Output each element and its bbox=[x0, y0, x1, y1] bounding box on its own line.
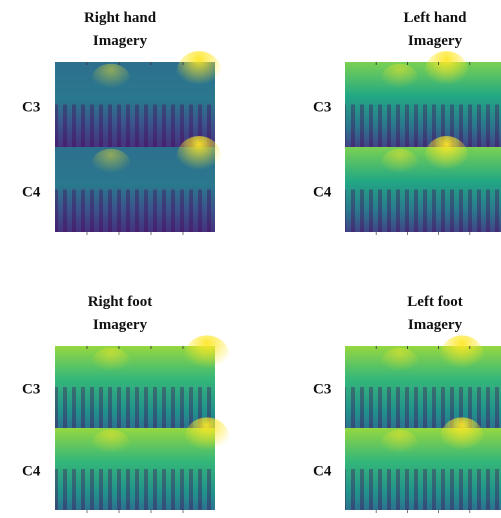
heatmap-texture bbox=[345, 189, 501, 232]
panel: Right hand Imagery C3 C4 bbox=[22, 10, 222, 235]
heatmap-texture bbox=[55, 387, 215, 428]
heatmap-hotspot bbox=[380, 63, 419, 95]
heatmap-hotspot bbox=[184, 335, 230, 377]
heatmap-hotspot bbox=[184, 417, 230, 459]
heatmap-texture bbox=[345, 469, 501, 510]
panel: Right foot Imagery C3 C4 bbox=[22, 294, 230, 513]
row-label: C4 bbox=[313, 184, 332, 200]
heatmap-texture bbox=[55, 189, 215, 232]
heatmap-hotspot bbox=[424, 50, 469, 94]
heatmap-hotspot bbox=[91, 429, 131, 460]
heatmap-hotspot bbox=[424, 135, 469, 179]
heatmap-texture bbox=[55, 469, 215, 510]
heatmap-hotspot bbox=[176, 50, 222, 94]
panel-subtitle: Imagery bbox=[408, 33, 463, 49]
heatmap-hotspot bbox=[380, 148, 419, 180]
panel: Left foot Imagery C3 C4 bbox=[313, 294, 501, 513]
panel-title: Right hand bbox=[84, 10, 157, 26]
panel-title: Left foot bbox=[407, 294, 462, 310]
heatmap-texture bbox=[345, 387, 501, 428]
row-label: C3 bbox=[313, 99, 331, 115]
panel-title: Right foot bbox=[88, 294, 153, 310]
row-label: C4 bbox=[313, 464, 332, 480]
heatmap-hotspot bbox=[440, 417, 484, 459]
row-label: C3 bbox=[22, 99, 40, 115]
panel-subtitle: Imagery bbox=[408, 317, 463, 333]
row-label: C3 bbox=[22, 382, 40, 398]
heatmap-hotspot bbox=[91, 347, 131, 378]
panel-title: Left hand bbox=[404, 10, 468, 26]
heatmap-hotspot bbox=[176, 135, 222, 179]
heatmap-hotspot bbox=[380, 429, 419, 460]
row-label: C3 bbox=[313, 382, 331, 398]
row-label: C4 bbox=[22, 464, 41, 480]
panel: Left hand Imagery C3 C4 bbox=[313, 10, 501, 235]
panel-subtitle: Imagery bbox=[93, 317, 148, 333]
heatmap-hotspot bbox=[91, 148, 131, 180]
heatmap-texture bbox=[345, 104, 501, 147]
heatmap-hotspot bbox=[91, 63, 131, 95]
heatmap-hotspot bbox=[440, 335, 484, 377]
panel-subtitle: Imagery bbox=[93, 33, 148, 49]
heatmap-hotspot bbox=[380, 347, 419, 378]
row-label: C4 bbox=[22, 184, 41, 200]
